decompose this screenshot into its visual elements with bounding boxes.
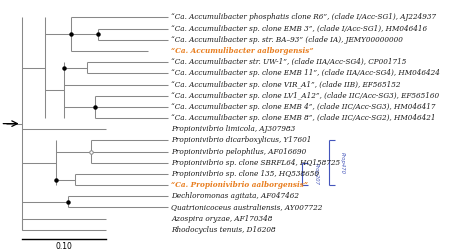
Text: Quatrionicoceus australiensis, AY007722: Quatrionicoceus australiensis, AY007722: [172, 203, 323, 211]
Text: “Ca. Accumulibacter sp. clone EMB 4”, (clade IIC/Acc-SG3), HM046417: “Ca. Accumulibacter sp. clone EMB 4”, (c…: [172, 103, 436, 111]
Text: Propionivibrio dicarboxylicus, Y17601: Propionivibrio dicarboxylicus, Y17601: [172, 136, 312, 144]
Text: “Ca. Accumulibacter sp. clone LV1_A12”, (clade IIC/Acc-SG3), EF565160: “Ca. Accumulibacter sp. clone LV1_A12”, …: [172, 92, 439, 100]
Text: “Ca. Accumulibacter aalborgensis”: “Ca. Accumulibacter aalborgensis”: [172, 47, 314, 55]
Text: Dechloromonas agitata, AF047462: Dechloromonas agitata, AF047462: [172, 192, 300, 200]
Text: “Ca. Accumulibacter phosphatis clone R6”, (clade I/Acc-SG1), AJ224937: “Ca. Accumulibacter phosphatis clone R6”…: [172, 13, 437, 21]
Text: “Ca. Accumulibacter sp. clone EMB 8”, (clade IIC/Acc-SG2), HM046421: “Ca. Accumulibacter sp. clone EMB 8”, (c…: [172, 114, 436, 122]
Text: Prop207: Prop207: [313, 163, 319, 185]
Text: Rhodocyclus tenuis, D16208: Rhodocyclus tenuis, D16208: [172, 226, 276, 234]
Text: “Ca. Accumulibacter sp. clone VIR_A1”, (clade IIB), EF565152: “Ca. Accumulibacter sp. clone VIR_A1”, (…: [172, 80, 401, 88]
Text: “Ca. Accumulibacter sp. clone EMB 11”, (clade IIA/Acc-SG4), HM046424: “Ca. Accumulibacter sp. clone EMB 11”, (…: [172, 69, 440, 77]
Text: Propionivibrio sp. clone 135, HQ538650: Propionivibrio sp. clone 135, HQ538650: [172, 170, 319, 178]
Text: “Ca. Accumulibacter sp. clone EMB 3”, (clade I/Acc-SG1), HM046416: “Ca. Accumulibacter sp. clone EMB 3”, (c…: [172, 25, 428, 33]
Text: Propionivibrio limicola, AJ307983: Propionivibrio limicola, AJ307983: [172, 125, 296, 133]
Text: Prop470: Prop470: [340, 152, 346, 174]
Text: 0.10: 0.10: [55, 242, 72, 251]
Text: “Ca. Accumulibacter sp. str. BA–93” (clade IA), JEMY00000000: “Ca. Accumulibacter sp. str. BA–93” (cla…: [172, 36, 403, 44]
Text: “Ca. Accumulibacter str. UW-1”, (clade IIA/Acc-SG4), CP001715: “Ca. Accumulibacter str. UW-1”, (clade I…: [172, 58, 407, 66]
Text: Azospira oryzae, AF170348: Azospira oryzae, AF170348: [172, 215, 273, 223]
Text: “Ca. Propionivibrio aalborgensis”: “Ca. Propionivibrio aalborgensis”: [172, 181, 309, 189]
Text: Propionivibrio pelophilus, AF016690: Propionivibrio pelophilus, AF016690: [172, 148, 307, 155]
Text: Propionivibrio sp. clone SBRFL64, HQ158725: Propionivibrio sp. clone SBRFL64, HQ1587…: [172, 159, 340, 167]
